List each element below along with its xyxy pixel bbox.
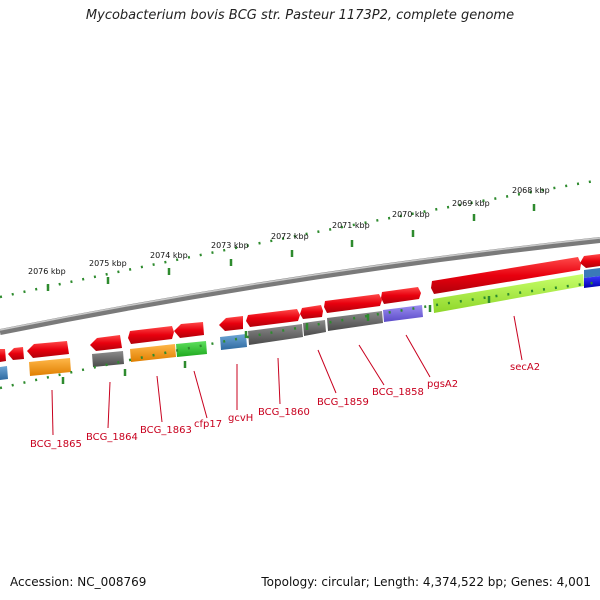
gene-label-BCG_1863: BCG_1863 <box>140 425 192 436</box>
gene-label-BCG_1865: BCG_1865 <box>30 439 82 450</box>
scale-label-2073: 2073 kbp <box>211 241 249 250</box>
scale-label-2071: 2071 kbp <box>332 221 370 230</box>
cog-BCG_1859 <box>327 311 383 331</box>
scale-label-2075: 2075 kbp <box>89 259 127 268</box>
gene-BCG_1860-fwd <box>246 309 300 327</box>
scale-ring <box>0 178 600 299</box>
gene-cfp17-fwd <box>174 322 204 338</box>
gene-fwd-left-1 <box>0 349 6 362</box>
forward-genes <box>0 254 600 362</box>
genome-backbone <box>0 237 600 335</box>
map-title: Mycobacterium bovis BCG str. Pasteur 117… <box>85 8 515 23</box>
cog-BCG_1860 <box>248 324 303 345</box>
scale-label-2068: 2068 kbp <box>512 186 550 195</box>
gene-BCG_1859-fwd <box>324 294 382 313</box>
cog-features <box>0 268 600 380</box>
topology-text: Topology: circular; Length: 4,374,522 bp… <box>261 575 591 589</box>
gene-label-BCG_1864: BCG_1864 <box>86 432 138 443</box>
label-leaders <box>51 315 523 436</box>
gene-fwd-edge <box>580 254 600 268</box>
cog-gcvH <box>220 334 247 350</box>
gene-label-gcvH: gcvH <box>228 413 253 424</box>
gene-secA2 <box>431 257 581 294</box>
cog-BCG_1864 <box>92 351 124 367</box>
gene-BCG_1865-fwd <box>27 341 69 358</box>
cog-edge-blue <box>584 268 600 278</box>
gene-label-secA2: secA2 <box>510 362 540 373</box>
scale-label-2074: 2074 kbp <box>150 251 188 260</box>
gene-BCG_1860-fwd-a <box>300 305 323 319</box>
cog-left-edge <box>0 366 8 380</box>
gene-label-BCG_1860: BCG_1860 <box>258 407 310 418</box>
gene-BCG_1864-fwd <box>90 335 122 351</box>
cog-BCG_1865 <box>29 358 71 376</box>
inner-major-ticks <box>61 296 491 384</box>
scale-label-2072: 2072 kbp <box>271 232 309 241</box>
gene-label-BCG_1859: BCG_1859 <box>317 397 369 408</box>
gene-label-pgsA2: pgsA2 <box>427 379 458 390</box>
cog-BCG_1863 <box>130 344 176 362</box>
gene-BCG_1863-fwd <box>128 326 174 344</box>
gene-label-BCG_1858: BCG_1858 <box>372 387 424 398</box>
scale-label-2070: 2070 kbp <box>392 210 430 219</box>
inner-ring <box>0 280 600 390</box>
gene-fwd-left-2 <box>8 347 24 360</box>
gene-BCG_1858-fwd <box>381 287 421 304</box>
gene-gcvH-fwd <box>219 316 243 331</box>
cog-cfp17 <box>176 341 207 357</box>
scale-label-2076: 2076 kbp <box>28 267 66 276</box>
scale-major-ticks <box>46 204 536 291</box>
scale-label-2069: 2069 kbp <box>452 199 490 208</box>
gene-label-cfp17: cfp17 <box>194 419 222 430</box>
accession-text: Accession: NC_008769 <box>10 575 147 589</box>
cog-BCG_1860-a <box>303 320 326 336</box>
